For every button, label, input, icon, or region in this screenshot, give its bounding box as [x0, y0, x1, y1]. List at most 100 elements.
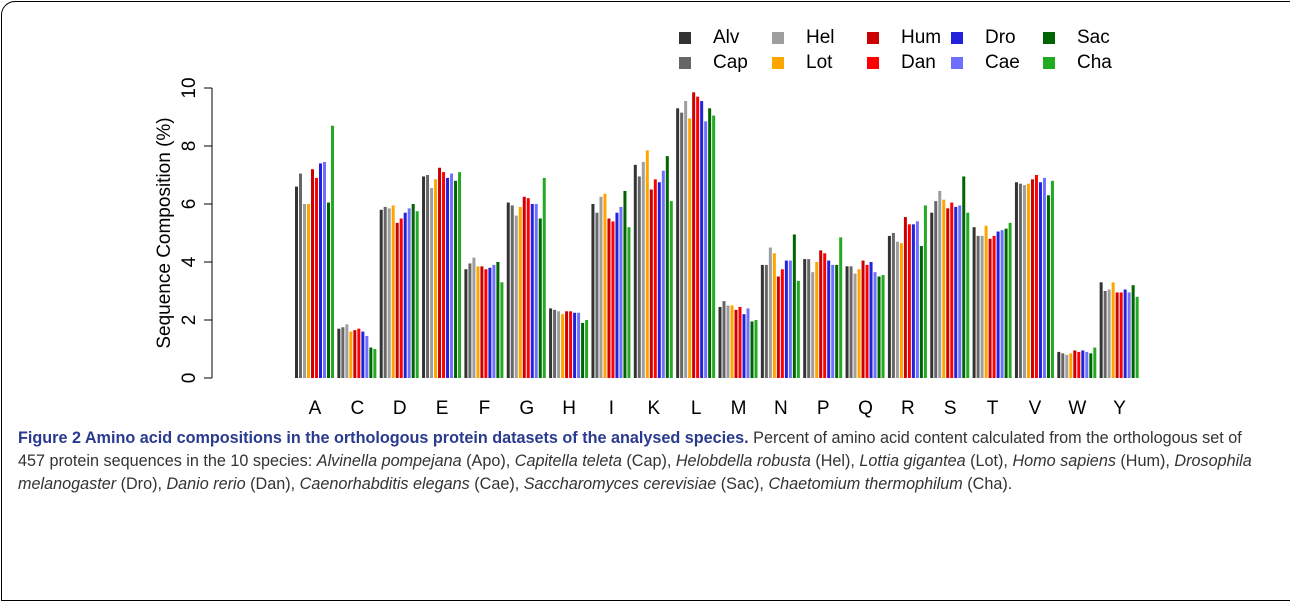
legend-label: Cae	[985, 52, 1020, 73]
bar	[942, 199, 946, 378]
bar	[307, 204, 310, 378]
bar	[615, 212, 619, 378]
bar	[915, 221, 919, 378]
bar	[1042, 177, 1046, 378]
bar	[1099, 282, 1103, 378]
bar	[450, 173, 454, 378]
bar	[454, 180, 458, 378]
species-abbr: (Lot),	[970, 452, 1008, 470]
bar	[581, 322, 585, 378]
bar	[1022, 185, 1026, 378]
bar	[476, 266, 480, 378]
legend-label: Lot	[806, 52, 833, 73]
bar	[881, 275, 885, 378]
species-abbr: (Cae),	[474, 475, 520, 493]
bar	[784, 260, 788, 378]
legend-swatch	[951, 57, 963, 69]
x-tick-label: D	[393, 398, 407, 419]
bar	[657, 182, 661, 378]
bar	[434, 179, 438, 378]
bar	[1008, 222, 1012, 378]
bar	[1057, 351, 1061, 378]
bar	[573, 312, 577, 378]
bar	[700, 101, 704, 379]
bar	[327, 202, 330, 378]
species-name: Saccharomyces cerevisiae	[523, 475, 717, 493]
bar	[962, 176, 966, 378]
x-tick-label: Q	[858, 398, 873, 419]
bar	[776, 276, 780, 378]
legend-swatch	[867, 32, 879, 44]
bar	[1085, 351, 1089, 378]
bar	[353, 330, 357, 378]
bar	[345, 324, 349, 378]
bar	[295, 186, 298, 378]
bar	[704, 121, 708, 378]
bar	[1026, 183, 1030, 378]
bar	[760, 264, 764, 378]
bar	[1093, 347, 1097, 378]
bar	[839, 237, 843, 378]
bar	[500, 282, 504, 378]
bar	[496, 262, 500, 378]
species-name: Caenorhabditis elegans	[299, 475, 470, 493]
species-name: Homo sapiens	[1012, 452, 1116, 470]
bar	[1000, 230, 1004, 378]
bar	[480, 266, 484, 378]
bar	[857, 269, 861, 378]
bar	[603, 193, 607, 378]
bar	[827, 260, 831, 378]
legend-swatch	[1043, 32, 1055, 44]
x-tick-label: R	[901, 398, 915, 419]
species-abbr: (Dan),	[250, 475, 296, 493]
bar	[492, 264, 496, 378]
bar	[565, 311, 569, 378]
bar	[764, 264, 768, 378]
bar	[518, 206, 522, 378]
x-tick-label: L	[691, 398, 702, 419]
x-tick-label: W	[1068, 398, 1086, 419]
bar	[1123, 289, 1127, 378]
bar	[415, 211, 419, 378]
legend-swatch	[1043, 57, 1055, 69]
bar	[1034, 175, 1038, 378]
bar	[930, 212, 934, 378]
legend-swatch	[679, 32, 691, 44]
bar	[542, 177, 546, 378]
bar	[430, 188, 434, 378]
bar	[1073, 350, 1077, 378]
bar	[323, 161, 326, 378]
bar	[877, 276, 881, 378]
bar	[887, 235, 891, 378]
bar	[349, 331, 353, 378]
bar	[619, 206, 623, 378]
bar	[861, 260, 865, 378]
bar	[1135, 296, 1139, 378]
bar	[873, 272, 877, 378]
bar	[607, 218, 611, 378]
species-name: Drosophila melanogaster	[18, 452, 1252, 493]
bar	[788, 260, 792, 378]
x-tick-label: F	[479, 398, 491, 419]
legend-label: Dro	[985, 27, 1016, 48]
bar	[442, 172, 446, 378]
bar	[522, 196, 526, 378]
bar	[641, 161, 645, 378]
bar	[996, 231, 1000, 378]
bar	[984, 225, 988, 378]
bar	[627, 227, 631, 378]
bar	[595, 212, 599, 378]
bar	[992, 235, 996, 378]
bar	[903, 217, 907, 378]
bar	[988, 238, 992, 378]
x-tick-label: V	[1029, 398, 1042, 419]
bar	[585, 320, 589, 378]
legend-swatch	[679, 57, 691, 69]
x-tick-label: G	[519, 398, 534, 419]
chart: Sequence Composition (%) 0 2 4 6 8 10 A C D E F G H I…	[154, 27, 1139, 419]
bar	[680, 112, 684, 379]
bar	[1089, 353, 1093, 378]
bar	[865, 264, 869, 378]
legend-swatch	[951, 32, 963, 44]
bar	[742, 314, 746, 378]
